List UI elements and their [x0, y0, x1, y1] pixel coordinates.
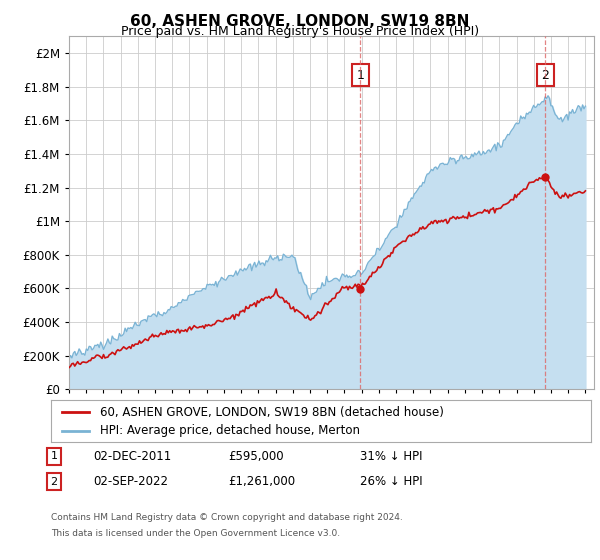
Text: 02-SEP-2022: 02-SEP-2022 [93, 475, 168, 488]
Text: HPI: Average price, detached house, Merton: HPI: Average price, detached house, Mert… [100, 424, 359, 437]
Text: 1: 1 [50, 451, 58, 461]
Text: This data is licensed under the Open Government Licence v3.0.: This data is licensed under the Open Gov… [51, 529, 340, 538]
Text: £595,000: £595,000 [228, 450, 284, 463]
Text: £1,261,000: £1,261,000 [228, 475, 295, 488]
Text: Contains HM Land Registry data © Crown copyright and database right 2024.: Contains HM Land Registry data © Crown c… [51, 514, 403, 522]
Text: 60, ASHEN GROVE, LONDON, SW19 8BN (detached house): 60, ASHEN GROVE, LONDON, SW19 8BN (detac… [100, 405, 443, 419]
Text: 60, ASHEN GROVE, LONDON, SW19 8BN: 60, ASHEN GROVE, LONDON, SW19 8BN [130, 14, 470, 29]
Text: 02-DEC-2011: 02-DEC-2011 [93, 450, 171, 463]
Text: 2: 2 [50, 477, 58, 487]
Text: 1: 1 [356, 68, 364, 82]
Text: Price paid vs. HM Land Registry's House Price Index (HPI): Price paid vs. HM Land Registry's House … [121, 25, 479, 38]
Text: 31% ↓ HPI: 31% ↓ HPI [360, 450, 422, 463]
Text: 26% ↓ HPI: 26% ↓ HPI [360, 475, 422, 488]
Text: 2: 2 [541, 68, 549, 82]
